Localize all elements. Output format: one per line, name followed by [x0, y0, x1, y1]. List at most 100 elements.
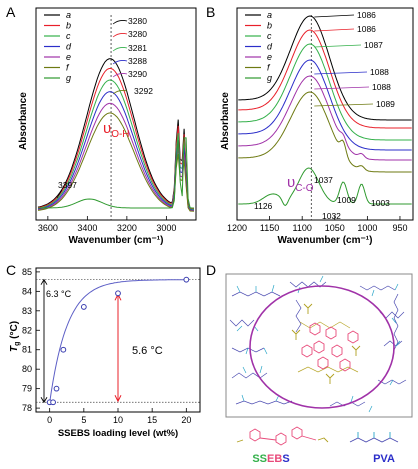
panel-a-peak-label-f: 3292: [134, 86, 153, 96]
panel-b-peak-1126: 1126: [254, 201, 273, 211]
panel-b-legend-label-c: c: [267, 31, 272, 41]
panel-c-ytick-label: 80: [22, 364, 32, 374]
panel-a-xtick-label: 3200: [117, 223, 137, 233]
panel-c-ytick-label: 79: [22, 384, 32, 394]
panel-b-frame: [236, 7, 414, 221]
panel-c-xtick-label: 10: [113, 415, 123, 425]
panel-c-annotation-delta: 5.6 °C: [132, 345, 163, 357]
panel-b-peak-label-c: 1087: [364, 40, 383, 50]
panel-c-point: [183, 276, 190, 283]
panel-c-annotation-total: 6.3 °C: [46, 289, 72, 299]
panel-a-peak-label-c: 3281: [128, 43, 147, 53]
panel-b-curve-a: [238, 15, 412, 121]
panel-a-legend-label-f: f: [66, 63, 70, 73]
panel-c-xtick-label: 5: [81, 415, 86, 425]
panel-a-curve-d: [37, 91, 195, 211]
panel-a-peak-label-a: 3280: [128, 16, 147, 26]
panel-a-legend-label-a: a: [66, 10, 71, 20]
panel-a-peak-arrow-d: [112, 60, 128, 65]
panel-c-ytick-label: 85: [22, 267, 32, 277]
panel-b-legend-label-a: a: [267, 10, 272, 20]
panel-b-curve-e: [238, 75, 412, 161]
panel-c-xtick-label: 15: [147, 415, 157, 425]
panel-b-peak-arrow-f: [314, 103, 374, 107]
panel-a-xtick-label: 3400: [77, 223, 97, 233]
hydrogen-side-groups: [236, 275, 401, 413]
panel-a-curve-f: [37, 112, 195, 212]
panel-a-legend-label-g: g: [66, 73, 71, 83]
panel-b-peak-arrow-b: [314, 28, 355, 32]
panel-b-peak-label-a: 1086: [357, 10, 376, 20]
panel-a-letter: A: [6, 4, 16, 20]
panel-a-xtick-label: 3000: [156, 223, 176, 233]
panel-c-xlabel: SSEBS loading level (wt%): [58, 428, 178, 439]
panel-b-peak-1037: 1037: [314, 175, 333, 185]
panel-a-frame: [35, 7, 197, 221]
panel-d-letter: D: [206, 262, 216, 278]
panel-b-xlabel: Wavenumber (cm⁻¹): [278, 235, 373, 246]
panel-b-xtick-label: 1200: [227, 223, 247, 233]
ssebs-domain-ellipse: [249, 285, 395, 409]
panel-a-legend-label-c: c: [66, 31, 71, 41]
panel-b-ylabel: Absorbance: [220, 92, 231, 150]
panel-b-legend-label-d: d: [267, 42, 273, 52]
panel-c-point: [50, 399, 56, 406]
panel-a-legend-label-e: e: [66, 52, 71, 62]
panel-c-point: [115, 290, 121, 297]
panel-b-curve-b: [238, 29, 412, 129]
panel-b-mode-label: υC-O: [287, 174, 314, 194]
panel-b-xtick-label: 1050: [325, 223, 345, 233]
panel-c-fit-curve: [49, 279, 187, 403]
panel-b-curve-c: [238, 43, 412, 141]
panel-b-peak-1003: 1003: [371, 198, 390, 208]
panel-c-letter: C: [6, 262, 16, 278]
sulfonate-groups: [291, 303, 361, 384]
panel-c-ylabel: Tg (°C): [9, 321, 21, 352]
panel-a-extra-peak: 3397: [58, 180, 77, 190]
panel-a-curve-c: [37, 79, 194, 210]
panel-a-extra-peak-arrow: [56, 189, 63, 199]
panel-c-point: [60, 346, 67, 353]
panel-a-peak-arrow-f: [112, 90, 128, 95]
panel-c-point: [80, 304, 87, 310]
panel-a-peak-label-b: 3280: [128, 29, 147, 39]
panel-a-peak-label-e: 3290: [128, 69, 147, 79]
panel-b-xtick-label: 1150: [260, 223, 279, 233]
panel-b-xtick-label: 1100: [293, 223, 312, 233]
panel-a-peak-arrow-b: [112, 33, 128, 38]
panel-c-ytick-label: 82: [22, 325, 32, 335]
panel-c-ytick-label: 81: [22, 345, 32, 355]
pva-chains: [229, 281, 407, 407]
ssebs-chains: [297, 321, 359, 373]
panel-a-legend-label-b: b: [66, 21, 71, 31]
panel-b-legend-label-b: b: [267, 21, 272, 31]
panel-a-peak-label-d: 3288: [128, 56, 147, 66]
ssebs-legend-label: SSEBS: [252, 453, 289, 465]
panel-a-peak-arrow-e: [112, 73, 128, 78]
panel-b-peak-arrow-a: [314, 14, 355, 18]
panel-c-xtick-label: 0: [47, 415, 52, 425]
panel-b-xtick-label: 1000: [357, 223, 377, 233]
panel-d-schematic: [229, 275, 407, 446]
panel-b-xtick-label: 950: [392, 223, 407, 233]
panel-c-delta-arrow-head-bottom: [114, 395, 122, 403]
panel-c-ytick-label: 83: [22, 306, 32, 316]
panel-b-legend-label-g: g: [267, 73, 272, 83]
panel-a-peak-arrow-a: [112, 20, 128, 25]
phenyl-rings: [301, 322, 359, 372]
panel-c-total-arrow-head-top: [40, 278, 48, 285]
panel-c-total-arrow-head-bottom: [40, 397, 48, 404]
panel-a-curve-b: [37, 68, 195, 210]
panel-b-curve-f: [238, 91, 412, 173]
panel-a-legend-label-d: d: [66, 42, 72, 52]
panel-c-ytick-label: 84: [22, 286, 32, 296]
panel-c-xtick-label: 20: [181, 415, 191, 425]
panel-b-peak-1032: 1032: [322, 211, 341, 221]
pva-legend-molecule: [349, 432, 399, 443]
ssebs-legend-molecule: [236, 426, 329, 446]
panel-a-ylabel: Absorbance: [18, 92, 29, 150]
panel-b-peak-1009: 1009: [337, 195, 356, 205]
panel-b-legend-label-f: f: [267, 63, 271, 73]
panel-b-peak-arrow-c: [314, 44, 362, 48]
